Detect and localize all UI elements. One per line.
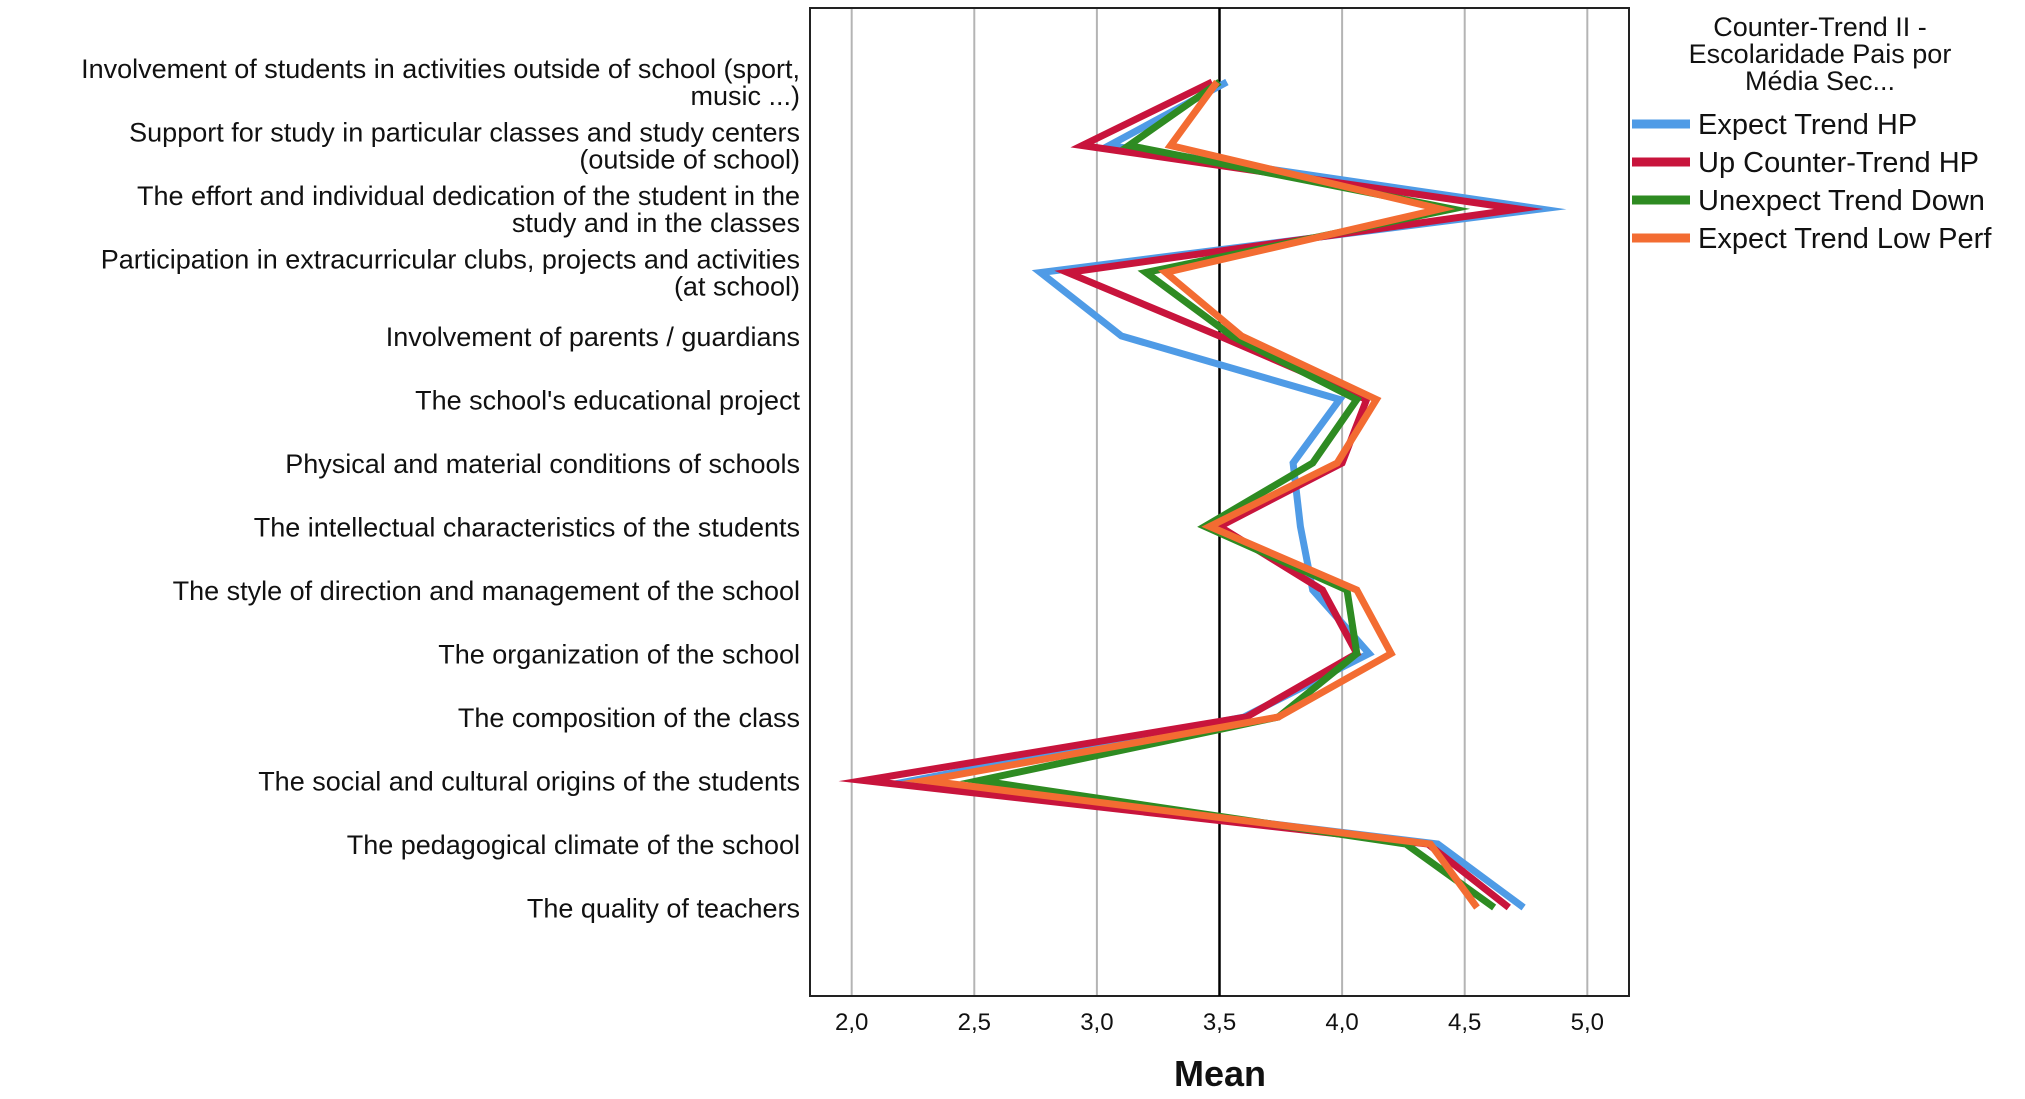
category-labels: Involvement of students in activities ou… (81, 54, 800, 924)
category-label: The effort and individual dedication of … (137, 181, 800, 211)
category-label: study and in the classes (512, 208, 800, 238)
x-axis-title: Mean (1174, 1053, 1266, 1094)
category-label: The school's educational project (415, 386, 800, 416)
series-line-expect-trend-low-perf (902, 79, 1480, 910)
x-tick-label: 5,0 (1571, 1009, 1604, 1036)
legend-label-expect-trend-low-perf: Expect Trend Low Perf (1698, 223, 1992, 255)
category-label: The intellectual characteristics of the … (254, 513, 800, 543)
category-label: Physical and material conditions of scho… (285, 449, 800, 479)
legend-label-up-counter-trend-hp: Up Counter-Trend HP (1698, 147, 1979, 179)
x-tick-label: 4,0 (1325, 1009, 1358, 1036)
category-label: The composition of the class (458, 703, 800, 733)
category-label: music ...) (690, 81, 800, 111)
series-lines (838, 78, 1567, 911)
category-label: The social and cultural origins of the s… (258, 767, 800, 797)
category-label: Involvement of students in activities ou… (81, 54, 800, 84)
category-label: The quality of teachers (527, 894, 800, 924)
x-tick-label: 3,0 (1080, 1009, 1113, 1036)
x-tick-label: 2,0 (835, 1009, 868, 1036)
x-tick-label: 4,5 (1448, 1009, 1481, 1036)
x-tick-labels: 2,0 2,5 3,0 3,5 4,0 4,5 5,0 (835, 1009, 1604, 1036)
legend-label-unexpect-trend-down: Unexpect Trend Down (1698, 185, 1985, 217)
x-tick-label: 2,5 (958, 1009, 991, 1036)
category-label: Support for study in particular classes … (129, 118, 800, 148)
legend-title: Counter-Trend II -Escolaridade Pais porM… (1689, 12, 1952, 96)
legend-items: Expect Trend HP Up Counter-Trend HP Unexpe… (1632, 109, 1992, 255)
legend-title-line: Counter-Trend II - (1713, 12, 1927, 42)
category-label: The style of direction and management of… (173, 576, 800, 606)
legend-title-line: Escolaridade Pais por (1689, 39, 1952, 69)
legend-label-expect-trend-hp: Expect Trend HP (1698, 109, 1917, 141)
category-label: The pedagogical climate of the school (347, 830, 800, 860)
legend: Counter-Trend II -Escolaridade Pais porM… (1632, 12, 1992, 255)
category-label: Participation in extracurricular clubs, … (101, 245, 800, 275)
category-label: The organization of the school (438, 640, 800, 670)
category-label: (at school) (674, 272, 800, 302)
category-label: (outside of school) (579, 145, 800, 175)
legend-title-line: Média Sec... (1745, 66, 1895, 96)
category-label: Involvement of parents / guardians (386, 322, 800, 352)
x-tick-label: 3,5 (1203, 1009, 1236, 1036)
